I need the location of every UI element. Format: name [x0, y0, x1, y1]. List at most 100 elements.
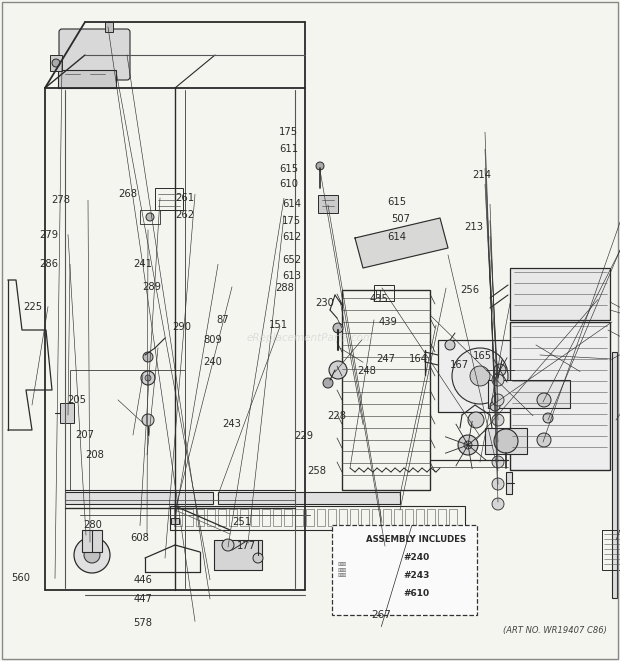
Text: 507: 507 [391, 214, 410, 225]
Bar [58, 70, 116, 88]
Text: 230: 230 [315, 298, 334, 309]
Bar [332, 525, 477, 615]
Text: 262: 262 [175, 210, 194, 221]
Bar [488, 380, 570, 408]
Text: #243: #243 [403, 572, 430, 580]
Bar [306, 509, 314, 526]
Bar [185, 509, 193, 526]
Bar [251, 509, 259, 526]
Text: 279: 279 [39, 229, 58, 240]
Bar [374, 285, 394, 301]
Text: 280: 280 [84, 520, 102, 531]
Text: 615: 615 [388, 197, 407, 208]
Circle shape [333, 323, 343, 333]
Text: 167: 167 [450, 360, 469, 370]
Text: ASSEMBLY INCLUDES: ASSEMBLY INCLUDES [366, 535, 466, 545]
Text: 258: 258 [307, 465, 326, 476]
Text: 261: 261 [175, 193, 194, 204]
Text: 615: 615 [279, 163, 298, 174]
Text: 613: 613 [282, 271, 301, 282]
Bar [218, 509, 226, 526]
Text: 578: 578 [133, 617, 153, 628]
Bar [510, 268, 610, 320]
Circle shape [543, 413, 553, 423]
Text: 278: 278 [51, 195, 70, 206]
Text: 228: 228 [327, 410, 347, 421]
Bar [328, 509, 336, 526]
Bar [262, 509, 270, 526]
Bar [394, 509, 402, 526]
Text: 241: 241 [133, 259, 153, 270]
Bar [449, 509, 457, 526]
Circle shape [494, 429, 518, 453]
Circle shape [492, 498, 504, 510]
Bar [229, 509, 237, 526]
Circle shape [146, 213, 154, 221]
Bar [140, 210, 160, 224]
Bar [82, 530, 102, 552]
Circle shape [222, 539, 234, 551]
Text: 560: 560 [11, 573, 30, 584]
Text: 243: 243 [222, 419, 241, 430]
Circle shape [494, 364, 506, 376]
Bar [318, 195, 338, 213]
Bar [427, 509, 435, 526]
Circle shape [316, 162, 324, 170]
Circle shape [141, 371, 155, 385]
Text: #610: #610 [403, 590, 429, 598]
Text: 248: 248 [358, 366, 376, 377]
Bar [50, 55, 62, 71]
Text: 164: 164 [409, 354, 428, 364]
Text: 610: 610 [279, 179, 298, 190]
Circle shape [537, 393, 551, 407]
Bar [284, 509, 292, 526]
Circle shape [74, 537, 110, 573]
Bar [602, 530, 620, 570]
Bar [70, 370, 185, 490]
Text: 439: 439 [378, 317, 397, 327]
Text: 268: 268 [118, 189, 137, 200]
Bar [416, 509, 424, 526]
Bar [342, 290, 430, 490]
Text: 175: 175 [279, 127, 298, 137]
Circle shape [537, 433, 551, 447]
Text: 288: 288 [275, 283, 294, 293]
Circle shape [464, 441, 472, 449]
Text: 251: 251 [232, 517, 251, 527]
Bar [174, 509, 182, 526]
Text: 614: 614 [388, 231, 407, 242]
Text: 177: 177 [237, 541, 256, 551]
Circle shape [253, 553, 263, 563]
Text: 208: 208 [86, 449, 104, 460]
Bar [438, 340, 536, 412]
Bar [240, 509, 248, 526]
Bar [105, 22, 113, 32]
Text: 809: 809 [203, 334, 222, 345]
Text: 435: 435 [370, 294, 388, 305]
Circle shape [452, 348, 508, 404]
Bar [372, 509, 380, 526]
Circle shape [458, 435, 478, 455]
Circle shape [329, 361, 347, 379]
Text: 240: 240 [203, 357, 222, 368]
Text: 612: 612 [282, 231, 301, 242]
Circle shape [52, 59, 60, 67]
Bar [295, 509, 303, 526]
Circle shape [323, 378, 333, 388]
Text: 225: 225 [24, 301, 43, 312]
Text: 614: 614 [282, 199, 301, 210]
Text: 652: 652 [282, 254, 301, 265]
Bar [60, 403, 74, 423]
Circle shape [492, 478, 504, 490]
Text: 447: 447 [133, 594, 152, 604]
Text: (ART NO. WR19407 C86): (ART NO. WR19407 C86) [503, 625, 607, 635]
Bar [612, 352, 617, 598]
Text: 175: 175 [282, 215, 301, 226]
Circle shape [445, 340, 455, 350]
Text: 213: 213 [464, 221, 484, 232]
Polygon shape [355, 218, 448, 268]
Bar [339, 509, 347, 526]
Circle shape [490, 401, 500, 411]
Circle shape [470, 366, 490, 386]
Text: 247: 247 [376, 354, 396, 364]
